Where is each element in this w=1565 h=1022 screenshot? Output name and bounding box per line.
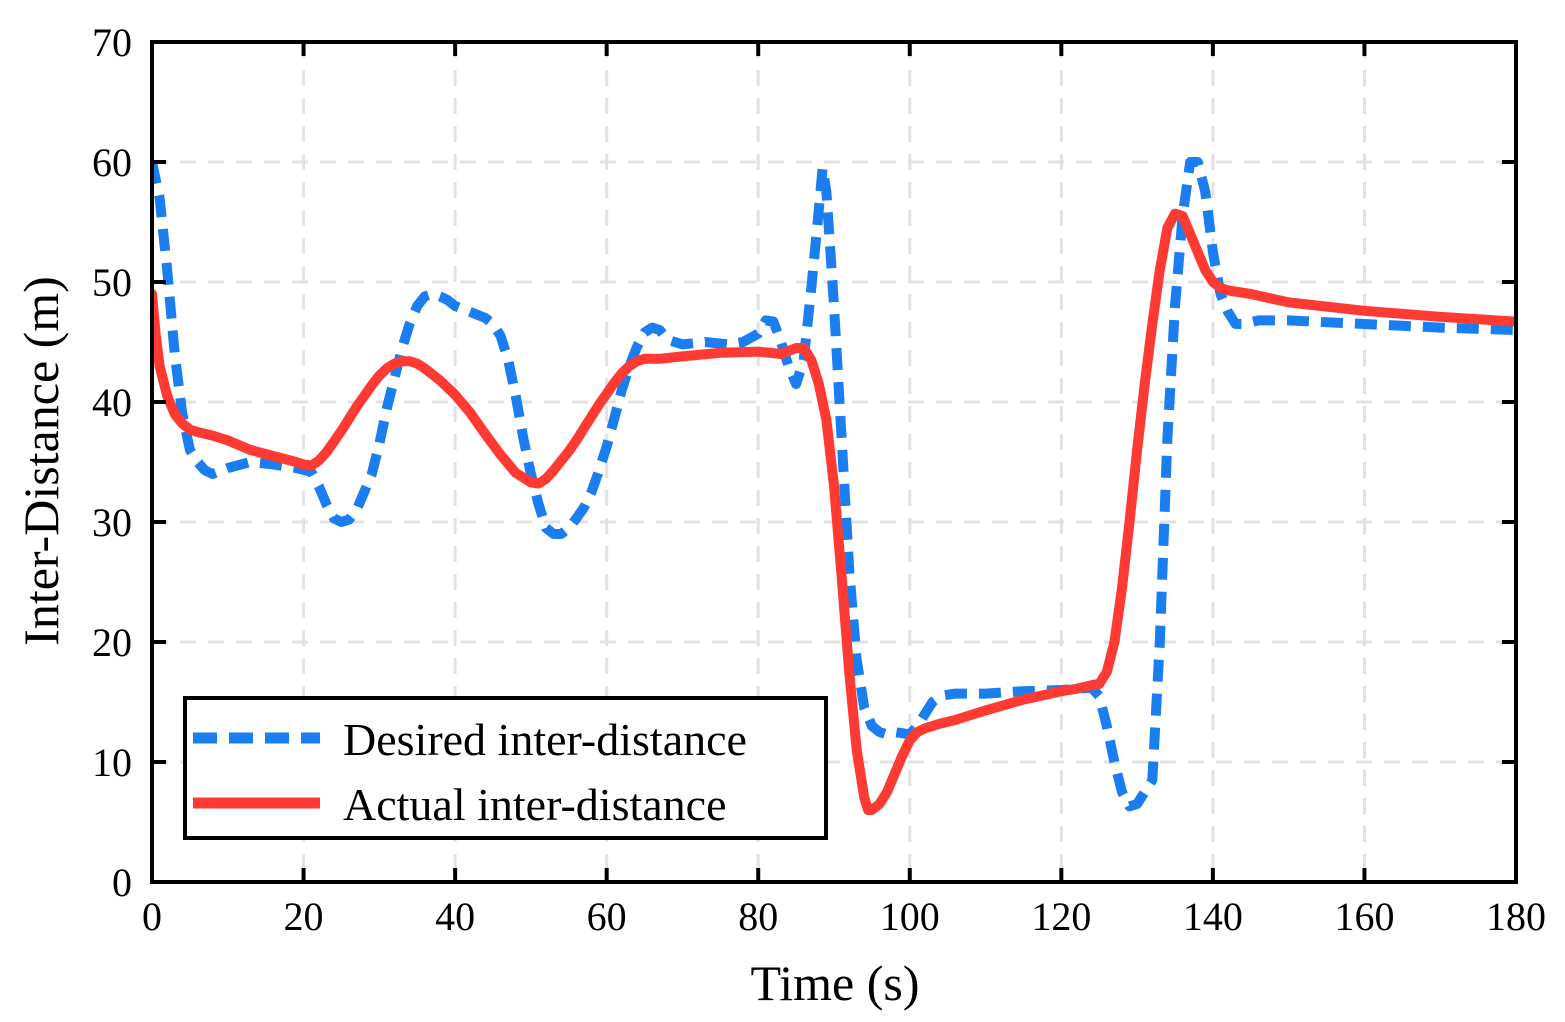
- series-line-actual: [152, 208, 1516, 815]
- x-tick-label: 120: [1031, 894, 1091, 939]
- x-axis-label: Time (s): [750, 955, 919, 1011]
- series-lines: [152, 157, 1516, 815]
- plot-frame: [150, 40, 1518, 884]
- legend: Desired inter-distance Actual inter-dist…: [183, 696, 828, 840]
- axis-tick-labels: 0 20 40 60 80 100 120 140 160 180 0 10 20 30 40 50 60 70: [92, 20, 1546, 939]
- x-tick-label: 80: [738, 894, 778, 939]
- y-tick-label: 30: [92, 500, 132, 545]
- y-tick-label: 40: [92, 380, 132, 425]
- y-tick-label: 0: [112, 860, 132, 905]
- x-tick-label: 20: [284, 894, 324, 939]
- x-tick-label: 180: [1486, 894, 1546, 939]
- legend-label-actual: Actual inter-distance: [343, 779, 727, 830]
- series-line-desired: [152, 157, 1516, 812]
- y-tick-label: 20: [92, 620, 132, 665]
- legend-label-desired: Desired inter-distance: [343, 714, 747, 765]
- x-tick-label: 0: [142, 894, 162, 939]
- x-tick-label: 160: [1334, 894, 1394, 939]
- x-tick-label: 60: [587, 894, 627, 939]
- axis-ticks: [150, 40, 1518, 884]
- y-tick-label: 70: [92, 20, 132, 65]
- x-tick-label: 100: [880, 894, 940, 939]
- y-tick-label: 50: [92, 260, 132, 305]
- legend-box: [183, 696, 828, 840]
- y-tick-label: 60: [92, 140, 132, 185]
- y-axis-label: Inter-Distance (m): [13, 276, 69, 646]
- x-tick-label: 140: [1183, 894, 1243, 939]
- y-tick-label: 10: [92, 740, 132, 785]
- x-tick-label: 40: [435, 894, 475, 939]
